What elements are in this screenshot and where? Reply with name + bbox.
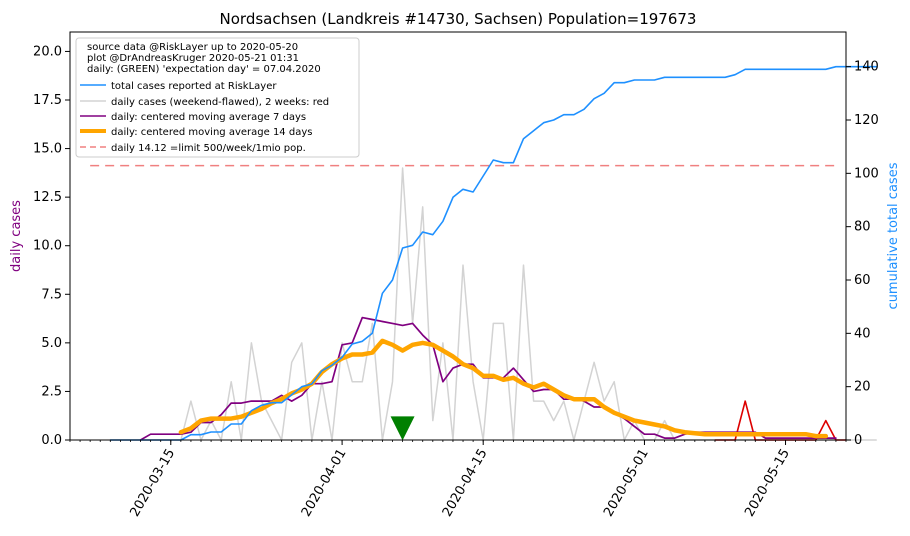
y-axis-right-label: cumulative total cases xyxy=(886,162,901,309)
y-left-tick-label: 5.0 xyxy=(41,336,62,351)
legend-label-daily: daily cases (weekend-flawed), 2 weeks: r… xyxy=(111,97,329,108)
y-right-tick-label: 40 xyxy=(854,326,871,341)
legend-info-line: daily: (GREEN) 'expectation day' = 07.04… xyxy=(87,64,321,75)
y-left-tick-label: 17.5 xyxy=(33,93,62,108)
legend-box xyxy=(75,37,360,158)
y-left-tick-label: 7.5 xyxy=(41,287,62,302)
y-left-tick-label: 20.0 xyxy=(33,44,62,59)
legend: source data @RiskLayer up to 2020-05-20 … xyxy=(75,37,360,158)
y-left-tick-label: 12.5 xyxy=(33,190,62,205)
y-left-tick-label: 15.0 xyxy=(33,142,62,157)
y-right-tick-label: 100 xyxy=(854,166,879,181)
y-left-tick-label: 2.5 xyxy=(41,384,62,399)
y-right-tick-label: 20 xyxy=(854,380,871,395)
y-right-tick-label: 120 xyxy=(854,113,879,128)
legend-label-ma7: daily: centered moving average 7 days xyxy=(111,112,306,123)
legend-label-limit: daily 14.12 =limit 500/week/1mio pop. xyxy=(111,143,306,154)
total-cases-line xyxy=(109,65,878,441)
y-left-tick-label: 0.0 xyxy=(41,433,62,448)
y-right-tick-label: 60 xyxy=(854,273,871,288)
y-axis-left-label: daily cases xyxy=(9,200,24,272)
y-right-tick-label: 80 xyxy=(854,220,871,235)
legend-label-ma14: daily: centered moving average 14 days xyxy=(111,127,312,138)
plot-frame xyxy=(69,31,847,441)
chart-title: Nordsachsen (Landkreis #14730, Sachsen) … xyxy=(220,10,697,28)
y-right-tick-label: 140 xyxy=(854,60,879,75)
legend-info-line: plot @DrAndreasKruger 2020-05-21 01:31 xyxy=(87,53,299,64)
expectation-day-marker xyxy=(390,416,415,441)
y-left-tick-label: 10.0 xyxy=(33,239,62,254)
y-right-tick-label: 0 xyxy=(854,433,862,448)
moving-average-14-line xyxy=(178,338,829,439)
legend-info-line: source data @RiskLayer up to 2020-05-20 xyxy=(87,42,298,53)
legend-label-total: total cases reported at RiskLayer xyxy=(111,81,277,92)
